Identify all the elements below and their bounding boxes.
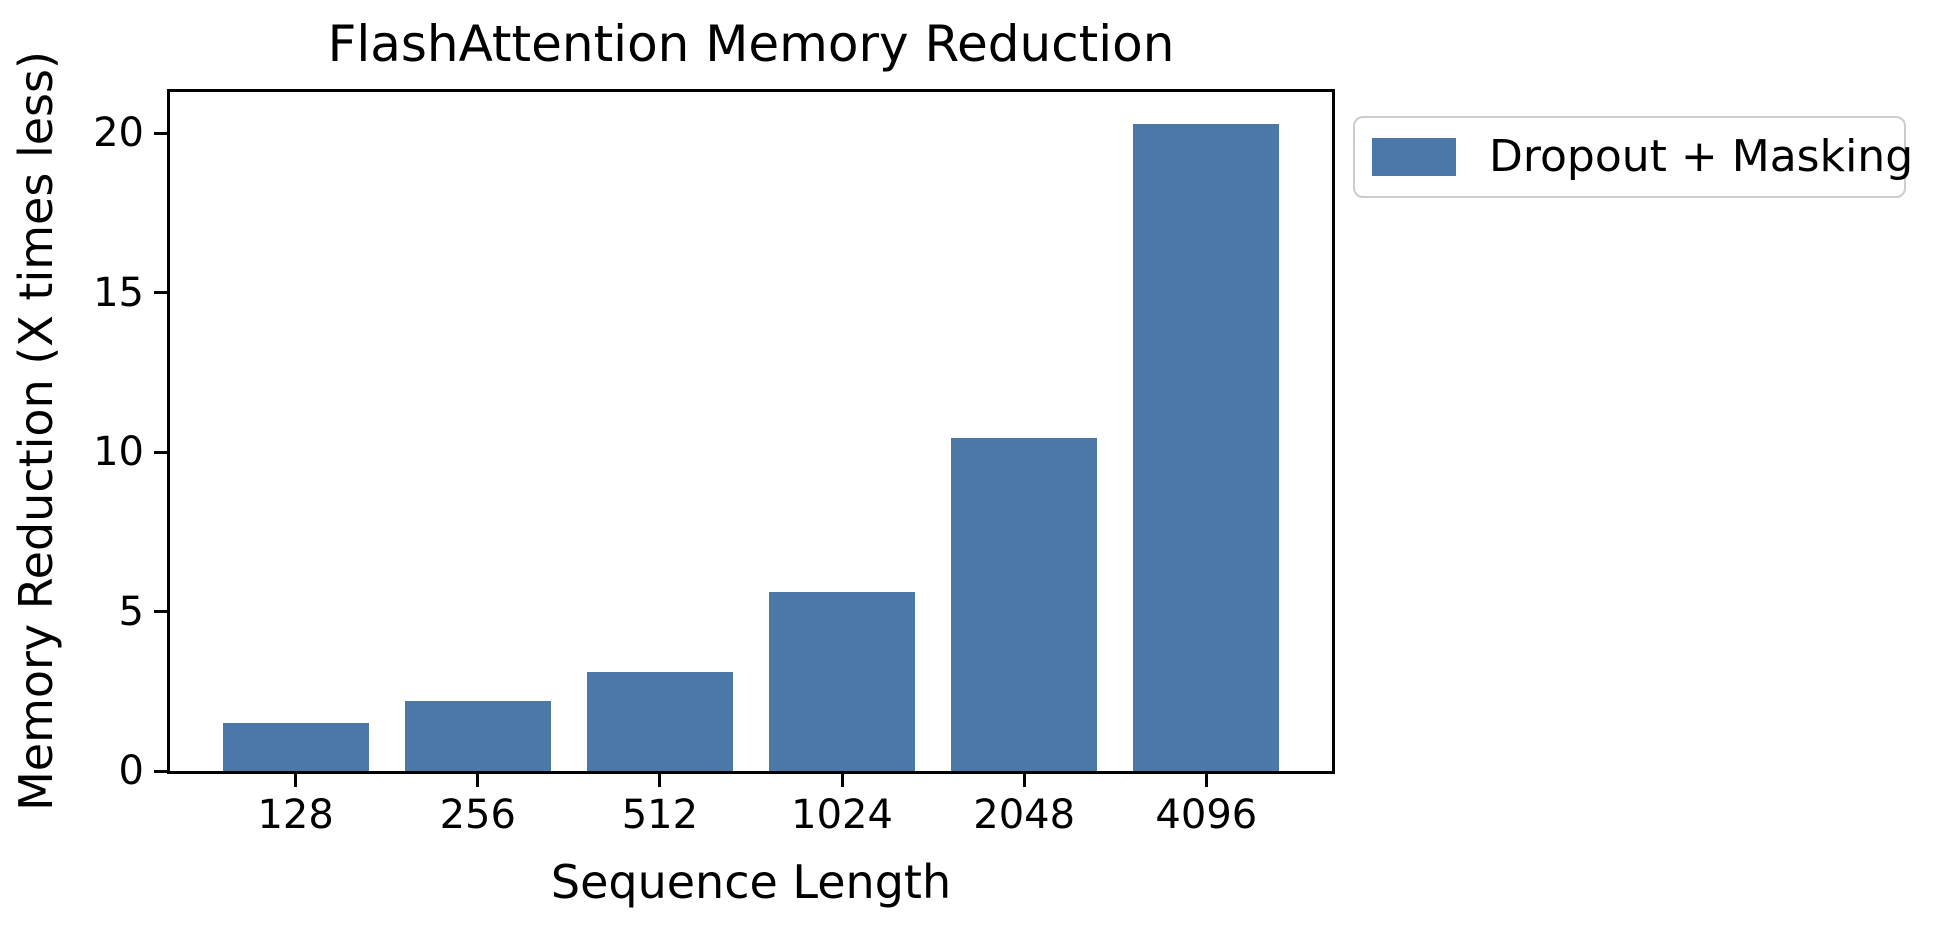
bar-512 [587, 672, 733, 771]
legend-label: Dropout + Masking [1489, 131, 1914, 182]
y-tick-mark [154, 291, 167, 295]
y-tick-label: 15 [93, 269, 144, 316]
x-tick-mark [476, 774, 480, 787]
legend: Dropout + Masking [1353, 116, 1913, 198]
x-tick-mark [840, 774, 844, 787]
x-tick-mark [658, 774, 662, 787]
y-tick-label: 0 [118, 748, 144, 794]
bar-256 [404, 700, 551, 771]
chart-title: FlashAttention Memory Reduction [327, 15, 1175, 73]
y-tick-mark [154, 131, 167, 135]
x-tick-label: 512 [621, 792, 699, 838]
y-tick-mark [154, 450, 167, 454]
y-tick-label: 20 [93, 110, 144, 157]
x-axis-label: Sequence Length [550, 855, 952, 909]
bar-128 [222, 723, 369, 771]
y-tick-label: 5 [118, 588, 144, 635]
bar-2048 [951, 437, 1098, 771]
x-tick-label: 128 [257, 792, 334, 838]
x-tick-label: 1024 [791, 792, 893, 838]
x-tick-mark [294, 774, 298, 787]
y-tick-mark [154, 769, 167, 773]
y-tick-mark [154, 610, 167, 614]
bar-1024 [769, 592, 915, 771]
x-tick-mark [1204, 774, 1208, 787]
legend-swatch [1372, 138, 1456, 176]
x-tick-label: 2048 [973, 792, 1076, 838]
x-tick-label: 4096 [1155, 792, 1258, 838]
x-tick-label: 256 [439, 792, 516, 838]
x-tick-mark [1022, 774, 1026, 787]
plot-area: 128 256 512 1024 2048 4096 0 5 10 15 20 [93, 89, 1335, 837]
bar-4096 [1133, 123, 1280, 771]
y-tick-label: 10 [93, 429, 144, 476]
